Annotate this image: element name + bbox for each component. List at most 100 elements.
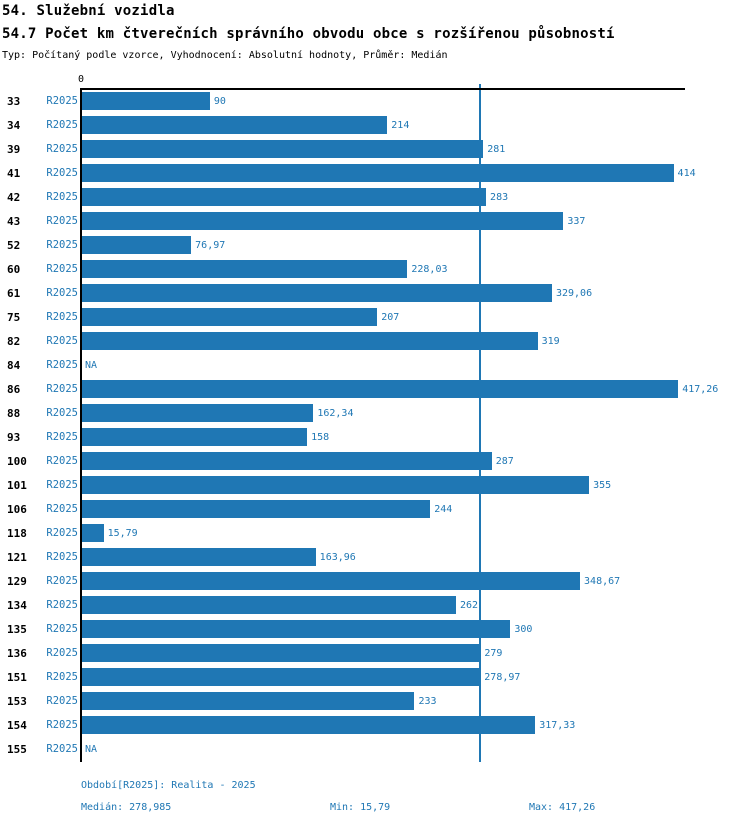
chart-meta: Typ: Počítaný podle vzorce, Vyhodnocení:… (2, 50, 448, 61)
bar (81, 308, 378, 326)
row-series-label: R2025 (46, 191, 78, 203)
row-category-label: 106 (7, 503, 27, 516)
bar (81, 212, 564, 230)
bar-value-label: 158 (311, 432, 330, 443)
bar (81, 92, 210, 110)
row-category-label: 41 (7, 167, 21, 180)
bar-value-label: 337 (567, 216, 586, 227)
bar-value-label: 281 (487, 144, 506, 155)
bar-value-label: 163,96 (319, 552, 356, 563)
bar (81, 380, 679, 398)
bar-value-label: 300 (514, 624, 533, 635)
row-series-label: R2025 (46, 239, 78, 251)
footer-max-stat: Max: 417,26 (529, 802, 596, 813)
row-series-label: R2025 (46, 335, 78, 347)
footer-min-stat: Min: 15,79 (330, 802, 391, 813)
bar (81, 452, 492, 470)
row-series-label: R2025 (46, 383, 78, 395)
bar-value-label: 287 (495, 456, 514, 467)
row-series-label: R2025 (46, 503, 78, 515)
bar (81, 428, 308, 446)
bar-value-label: 244 (434, 504, 453, 515)
row-series-label: R2025 (46, 431, 78, 443)
footer-period: Období[R2025]: Realita - 2025 (81, 780, 256, 791)
row-series-label: R2025 (46, 551, 78, 563)
bar (81, 548, 316, 566)
row-category-label: 52 (7, 239, 21, 252)
bar (81, 236, 192, 254)
bar (81, 164, 674, 182)
row-category-label: 101 (7, 479, 27, 492)
row-category-label: 93 (7, 431, 21, 444)
row-category-label: 134 (7, 599, 27, 612)
bar (81, 140, 484, 158)
bar (81, 116, 388, 134)
bar (81, 620, 511, 638)
bar-value-label: 414 (677, 168, 696, 179)
bar-value-label: 329,06 (555, 288, 593, 299)
bar (81, 572, 581, 590)
bar-value-label: 228,03 (411, 264, 448, 275)
bar (81, 284, 552, 302)
row-series-label: R2025 (46, 455, 78, 467)
row-series-label: R2025 (46, 407, 78, 419)
bar (81, 524, 104, 542)
bar (81, 332, 538, 350)
row-category-label: 84 (7, 359, 21, 372)
bar-value-label: 355 (593, 480, 612, 491)
row-category-label: 135 (7, 623, 27, 636)
bar-value-label: 417,26 (682, 384, 719, 395)
bar-na-label: NA (85, 360, 98, 371)
bar (81, 404, 314, 422)
row-series-label: R2025 (46, 575, 78, 587)
x-axis-zero-tick: 0 (77, 74, 85, 85)
bar (81, 476, 590, 494)
row-category-label: 33 (7, 95, 21, 108)
row-category-label: 118 (7, 527, 27, 540)
row-series-label: R2025 (46, 599, 78, 611)
row-category-label: 60 (7, 263, 21, 276)
row-series-label: R2025 (46, 311, 78, 323)
row-category-label: 153 (7, 695, 27, 708)
row-category-label: 154 (7, 719, 27, 732)
bar-value-label: 317,33 (539, 720, 576, 731)
bar (81, 668, 481, 686)
y-axis-line (80, 88, 82, 762)
bar-na-label: NA (85, 744, 98, 755)
chart-subtitle: 54.7 Počet km čtverečních správního obvo… (2, 26, 615, 42)
row-series-label: R2025 (46, 671, 78, 683)
row-category-label: 155 (7, 743, 27, 756)
bar-value-label: 278,97 (484, 672, 521, 683)
row-series-label: R2025 (46, 623, 78, 635)
row-category-label: 121 (7, 551, 27, 564)
row-series-label: R2025 (46, 215, 78, 227)
bar (81, 644, 481, 662)
bar-value-label: 15,79 (107, 528, 138, 539)
row-category-label: 61 (7, 287, 21, 300)
footer-median-stat: Medián: 278,985 (81, 802, 172, 813)
row-category-label: 129 (7, 575, 27, 588)
bar (81, 260, 408, 278)
row-series-label: R2025 (46, 719, 78, 731)
bar-value-label: 162,34 (317, 408, 354, 419)
row-series-label: R2025 (46, 527, 78, 539)
row-series-label: R2025 (46, 743, 78, 755)
row-category-label: 100 (7, 455, 27, 468)
row-series-label: R2025 (46, 287, 78, 299)
bar (81, 500, 431, 518)
row-series-label: R2025 (46, 95, 78, 107)
bar-value-label: 90 (213, 96, 226, 107)
row-series-label: R2025 (46, 695, 78, 707)
bar-value-label: 262 (459, 600, 479, 611)
bar (81, 596, 456, 614)
row-category-label: 136 (7, 647, 27, 660)
row-category-label: 43 (7, 215, 21, 228)
bar-value-label: 207 (381, 312, 400, 323)
median-line (479, 84, 482, 762)
row-series-label: R2025 (46, 167, 78, 179)
bar-value-label: 319 (541, 336, 560, 347)
bar (81, 716, 536, 734)
bar (81, 692, 415, 710)
bar-value-label: 348,67 (584, 576, 621, 587)
